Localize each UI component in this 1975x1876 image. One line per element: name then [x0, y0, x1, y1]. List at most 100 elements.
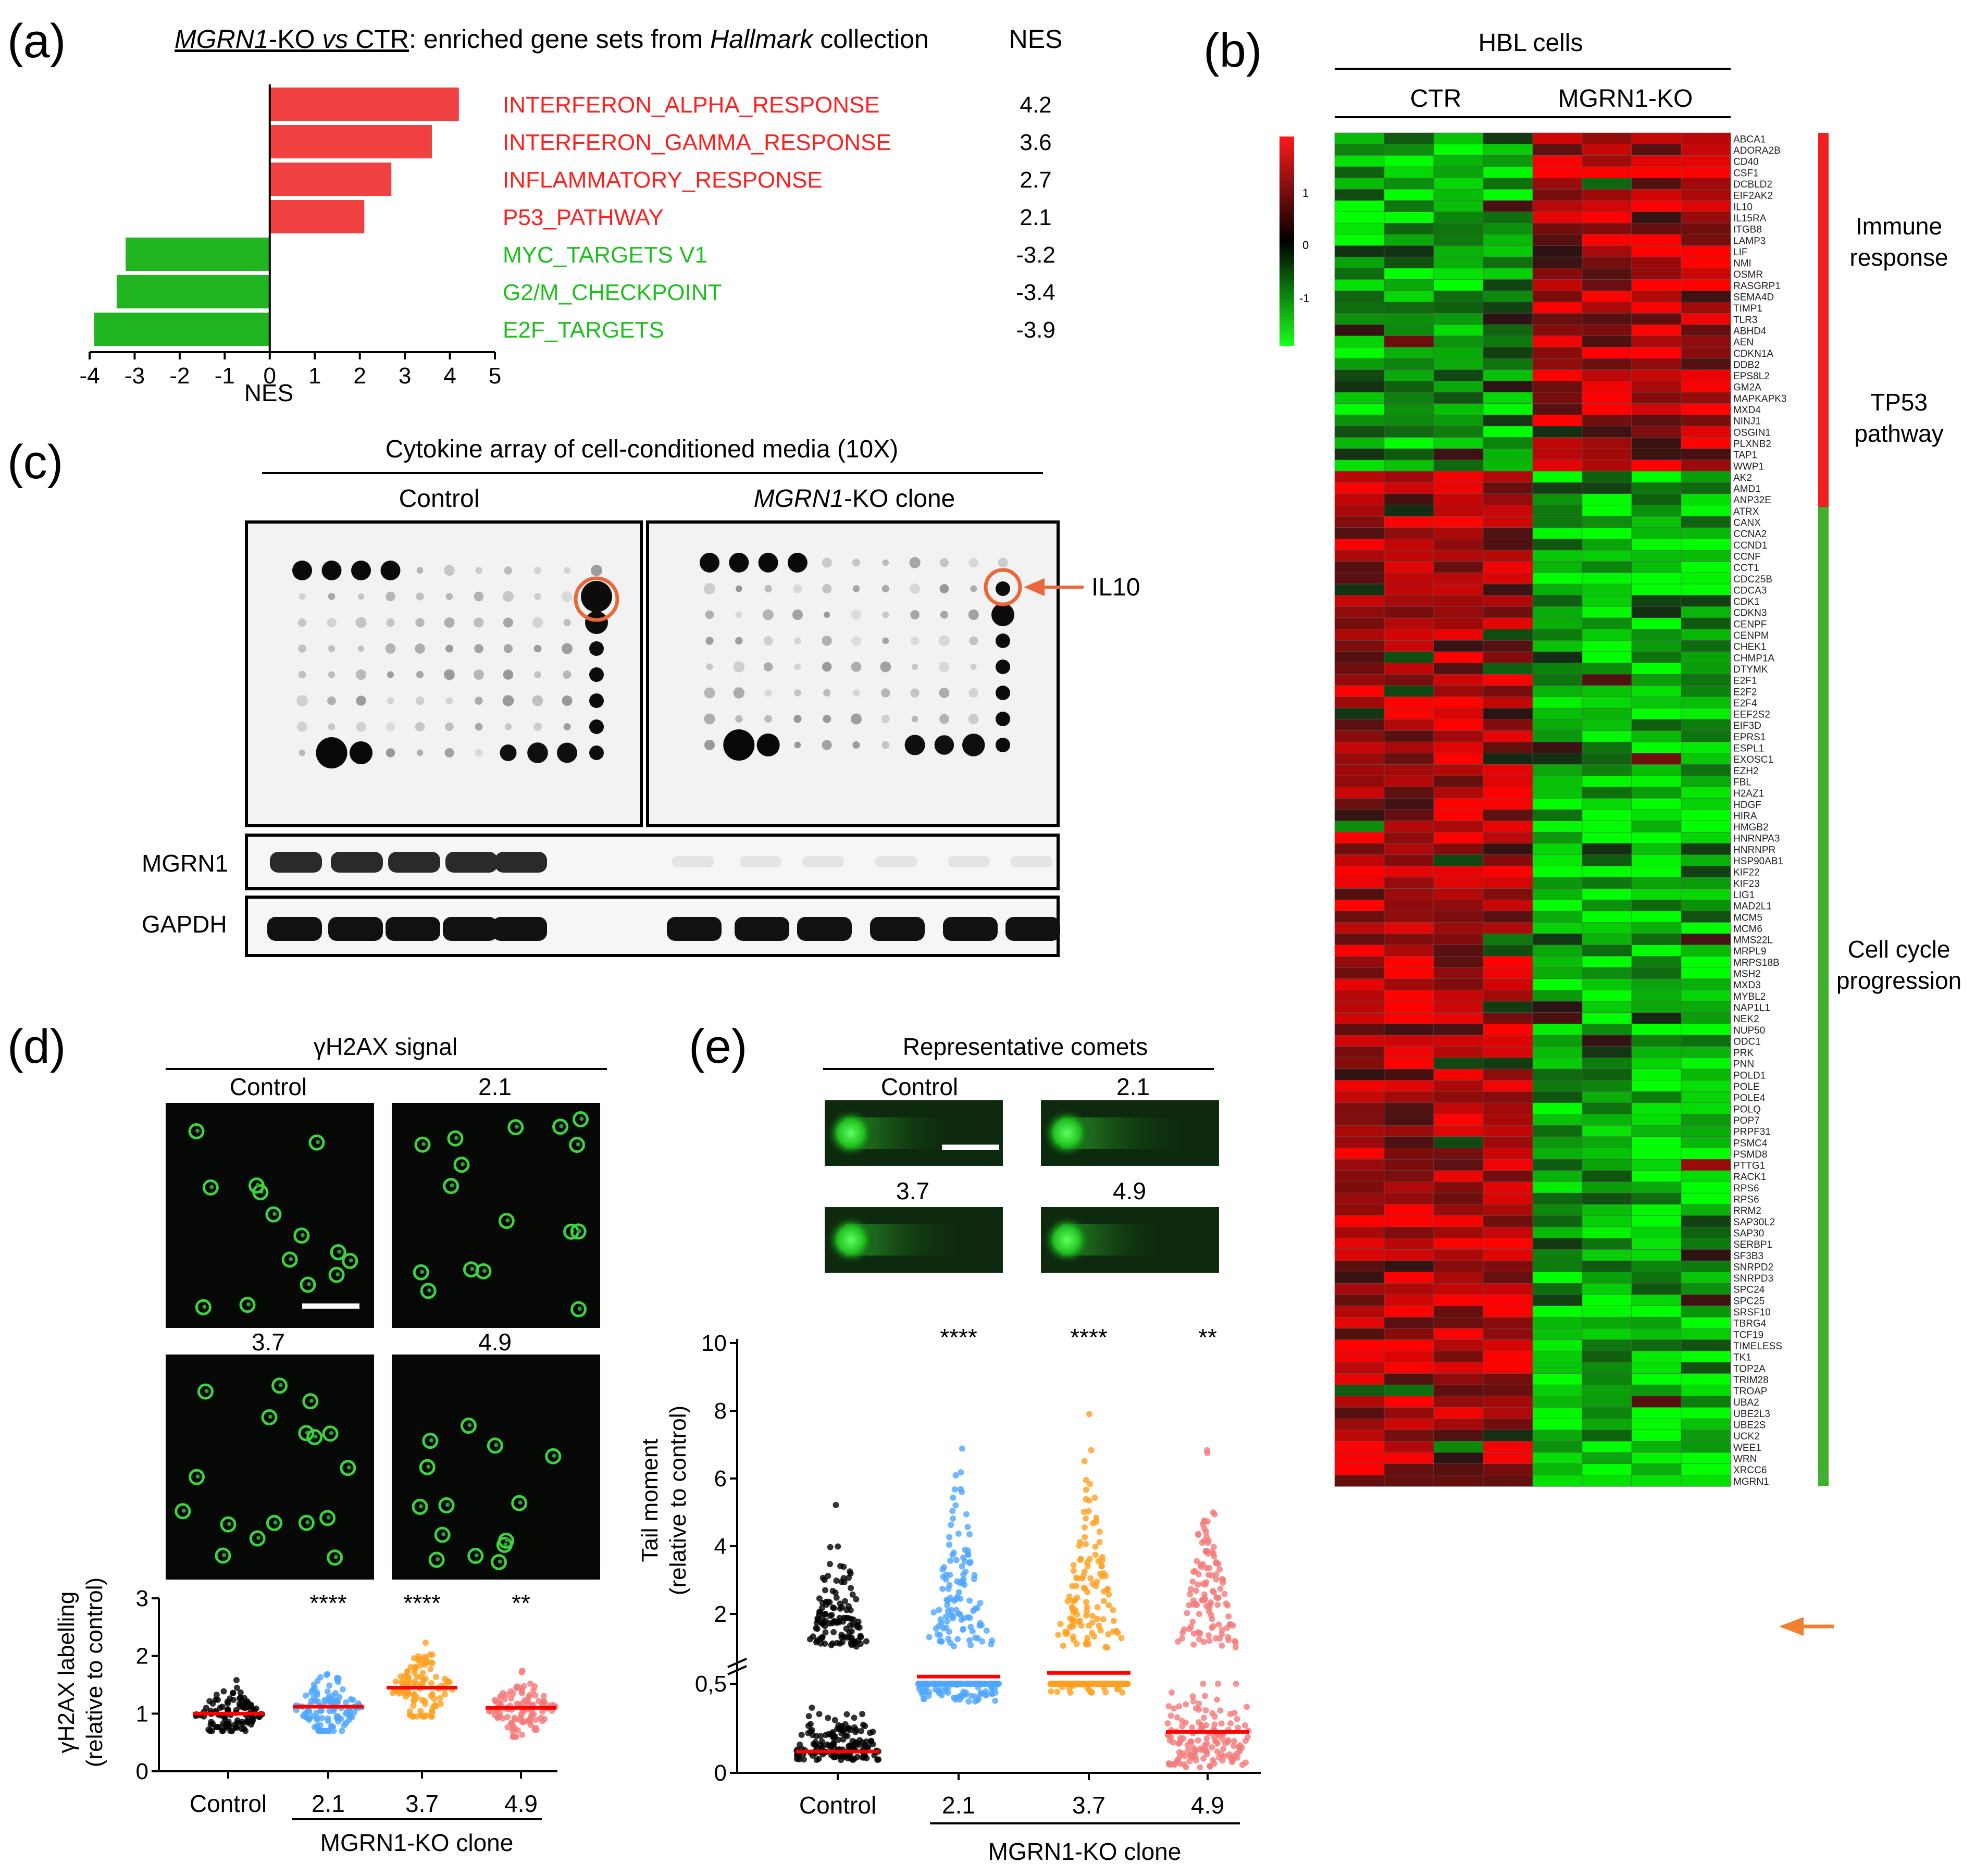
data-point	[1200, 1638, 1207, 1645]
data-point	[1241, 1722, 1248, 1729]
cell-foci	[268, 1414, 272, 1419]
heatmap-cell	[1631, 1159, 1682, 1171]
heatmap-cell	[1483, 1396, 1533, 1408]
heatmap-cell	[1681, 1350, 1731, 1363]
gene-label: HMGB2	[1733, 822, 1769, 833]
heatmap-cell	[1384, 911, 1434, 923]
heatmap-cell	[1532, 493, 1583, 506]
cell-foci	[427, 1288, 432, 1293]
data-point	[1069, 1604, 1075, 1610]
array-spot	[298, 644, 306, 653]
heatmap-cell	[1433, 459, 1484, 472]
data-point	[1096, 1529, 1103, 1535]
data-point	[525, 1694, 532, 1700]
x-tick-label: Control	[190, 1790, 267, 1817]
heatmap-cell	[1433, 888, 1484, 900]
heatmap-cell	[1334, 459, 1385, 472]
x-tick-label: 0	[264, 363, 276, 389]
heatmap-cell	[1384, 403, 1434, 415]
heatmap-cell	[1334, 493, 1385, 506]
array-spot	[589, 667, 604, 682]
heatmap-cell	[1681, 403, 1731, 415]
category-tp53-line2: pathway	[1854, 420, 1943, 447]
heatmap-cell	[1532, 1249, 1583, 1261]
data-point	[1087, 1575, 1094, 1582]
data-point	[946, 1534, 953, 1540]
heatmap-cell	[1681, 629, 1731, 641]
data-point	[813, 1625, 819, 1632]
cell-nucleus	[298, 1514, 315, 1531]
array-spot	[475, 567, 482, 574]
heatmap-cell	[1532, 1283, 1583, 1295]
cell-nucleus	[420, 1283, 437, 1299]
heatmap-cell	[1582, 1373, 1632, 1385]
heatmap-cell	[1384, 583, 1434, 596]
heatmap-cell	[1483, 166, 1533, 179]
heatmap-cell	[1532, 990, 1583, 1002]
data-point	[934, 1631, 941, 1638]
heatmap-cell	[1532, 821, 1583, 833]
gene-label: ITGB8	[1733, 225, 1762, 235]
heatmap-cell	[1483, 290, 1533, 303]
data-point	[207, 1721, 214, 1728]
gene-label: SEMA4D	[1733, 292, 1774, 303]
data-point	[847, 1742, 853, 1749]
heatmap-cell	[1384, 336, 1434, 347]
array-spot	[968, 688, 978, 698]
array-spot	[581, 581, 612, 612]
gene-label: MCM6	[1733, 924, 1762, 935]
gene-label: POLD1	[1733, 1070, 1766, 1081]
heatmap-cell	[1334, 1204, 1385, 1216]
heatmap-cell	[1483, 1159, 1533, 1171]
cell-foci	[337, 1249, 342, 1254]
heatmap-cell	[1532, 1069, 1583, 1081]
gene-label: E2F4	[1733, 698, 1757, 709]
heatmap-cell	[1681, 1046, 1731, 1058]
data-point	[1239, 1761, 1246, 1768]
gene-label: ABHD4	[1733, 326, 1767, 337]
heatmap-cell	[1433, 358, 1484, 370]
array-spot	[968, 557, 978, 568]
data-point	[428, 1659, 434, 1666]
heatmap-cell	[1631, 674, 1682, 686]
panel-b: (b) HBL cells CTR MGRN1-KO 1 0 -1 ABCA1A…	[1203, 24, 1961, 1636]
heatmap-cell	[1681, 1192, 1731, 1205]
data-point	[989, 1637, 996, 1644]
heatmap-cell	[1582, 1182, 1632, 1194]
heatmap-cell	[1334, 1215, 1385, 1227]
heatmap-cell	[1334, 336, 1385, 347]
heatmap-cell	[1483, 178, 1533, 190]
data-point	[1202, 1707, 1209, 1713]
heatmap-cell	[1631, 967, 1682, 979]
data-point	[245, 1718, 252, 1724]
heatmap-cell	[1631, 1272, 1682, 1284]
data-point	[979, 1638, 986, 1645]
array-spot	[996, 738, 1010, 752]
data-point	[1191, 1568, 1198, 1574]
data-point	[351, 1709, 358, 1716]
data-point	[1171, 1761, 1178, 1768]
heatmap-cell	[1433, 448, 1484, 461]
heatmap-cell	[1631, 1452, 1682, 1464]
data-point	[974, 1635, 981, 1642]
data-point	[1066, 1624, 1073, 1631]
data-point	[213, 1692, 220, 1698]
heatmap-cell	[1334, 1384, 1385, 1397]
data-point	[437, 1700, 444, 1707]
heatmap-cell	[1631, 279, 1682, 291]
data-point	[339, 1728, 345, 1734]
heatmap-cell	[1384, 1170, 1434, 1183]
heatmap-cell	[1483, 865, 1533, 878]
heatmap-cell	[1582, 933, 1632, 946]
heatmap-cell	[1631, 1362, 1682, 1374]
data-point	[851, 1756, 858, 1762]
data-point	[1227, 1720, 1234, 1727]
heatmap-cell	[1433, 821, 1484, 833]
micrograph-label-2-1: 2.1	[478, 1073, 512, 1100]
array-spot	[881, 585, 889, 593]
gene-label: WWP1	[1733, 461, 1764, 472]
data-point	[411, 1697, 418, 1704]
heatmap-cell	[1681, 877, 1731, 889]
heatmap-cell	[1334, 1373, 1385, 1385]
heatmap-cell	[1433, 1452, 1484, 1464]
